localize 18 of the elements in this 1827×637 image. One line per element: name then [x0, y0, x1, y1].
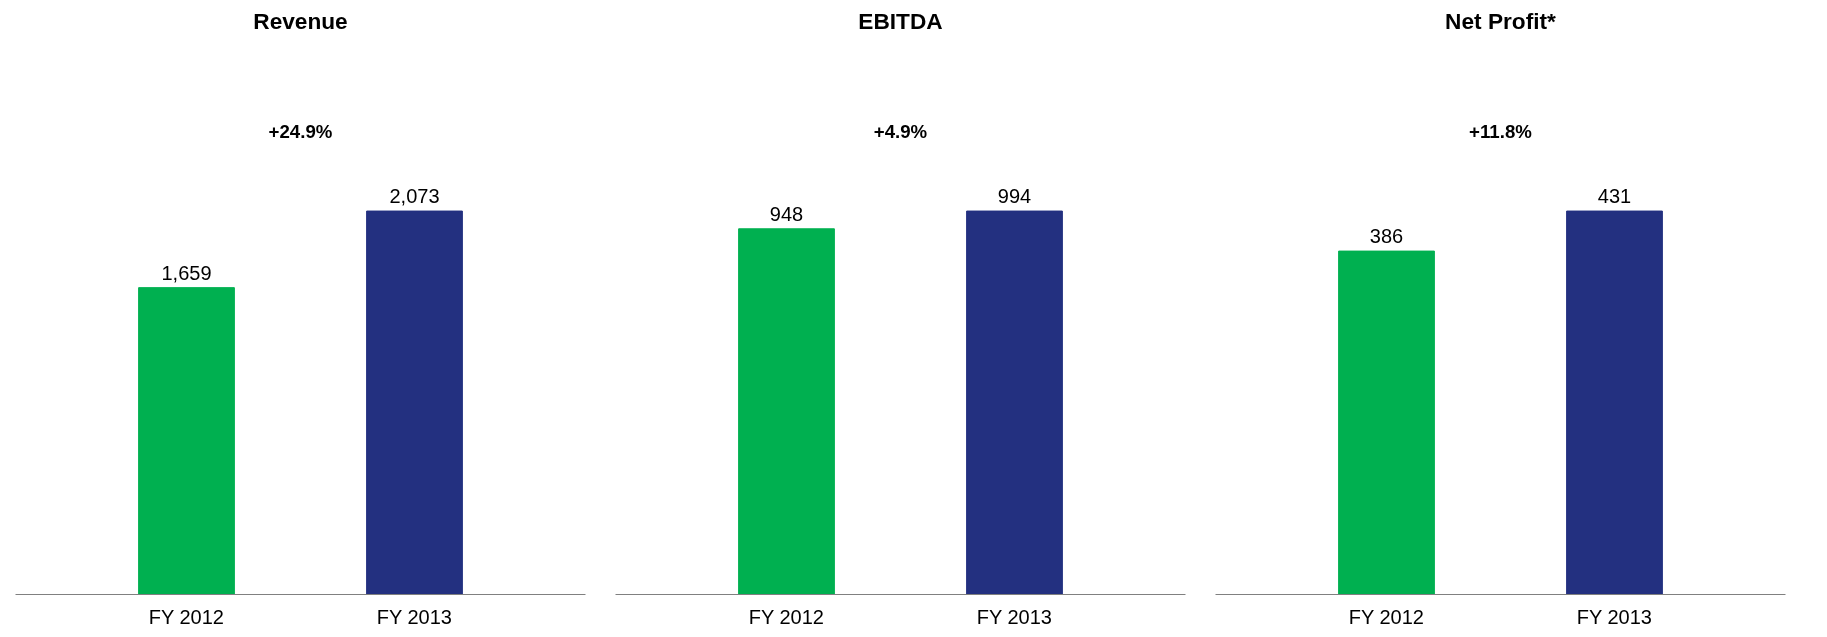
x-tick-label: FY 2013 — [976, 605, 1052, 628]
data-label: 948 — [769, 202, 804, 225]
data-label: 2,073 — [389, 185, 440, 208]
x-tick-label: FY 2012 — [148, 605, 224, 628]
x-tick-label: FY 2013 — [1576, 605, 1652, 628]
x-tick-label: FY 2012 — [748, 605, 824, 628]
x-tick-label: FY 2012 — [1348, 605, 1424, 628]
text: +4.9% — [873, 121, 928, 143]
x-tick-label: FY 2013 — [376, 605, 452, 628]
data-label: 431 — [1597, 185, 1632, 208]
chart-title: Revenue — [253, 7, 348, 34]
chart-title: Net Profit* — [1445, 7, 1557, 34]
text: +24.9% — [268, 121, 333, 143]
text: +11.8% — [1469, 121, 1533, 143]
data-label: 994 — [997, 185, 1032, 208]
data-label: 1,659 — [161, 261, 212, 284]
data-label: 386 — [1369, 225, 1404, 248]
chart-title: EBITDA — [858, 7, 943, 34]
